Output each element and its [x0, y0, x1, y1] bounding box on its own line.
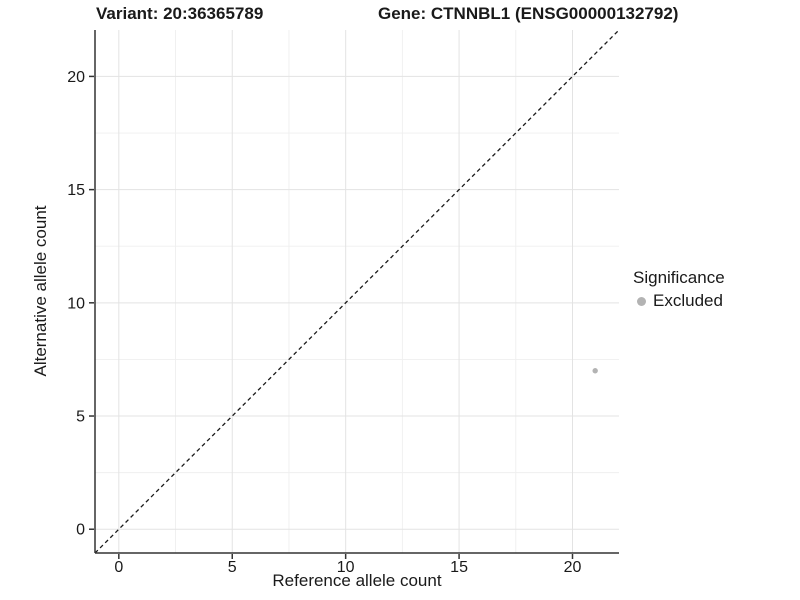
legend: Significance Excluded: [633, 268, 725, 311]
y-tick-label: 10: [67, 295, 85, 312]
x-tick-label: 5: [228, 559, 237, 576]
x-tick-label: 0: [114, 559, 123, 576]
y-tick-label: 20: [67, 69, 85, 86]
x-tick-label: 15: [450, 559, 468, 576]
y-tick-label: 0: [76, 522, 85, 539]
y-tick-label: 5: [76, 409, 85, 426]
gene-title: Gene: CTNNBL1 (ENSG00000132792): [378, 4, 679, 23]
y-axis-title: Alternative allele count: [31, 205, 50, 377]
x-axis-title: Reference allele count: [272, 571, 442, 590]
legend-item-excluded: Excluded: [633, 291, 725, 311]
legend-point-icon: [637, 296, 646, 306]
x-tick-label: 10: [337, 559, 355, 576]
identity-line: [94, 29, 620, 554]
legend-title: Significance: [633, 268, 725, 287]
legend-item-label: Excluded: [653, 291, 723, 310]
variant-title: Variant: 20:36365789: [96, 4, 264, 23]
data-point: [592, 368, 598, 374]
y-tick-label: 15: [67, 182, 85, 199]
x-tick-label: 20: [564, 559, 582, 576]
